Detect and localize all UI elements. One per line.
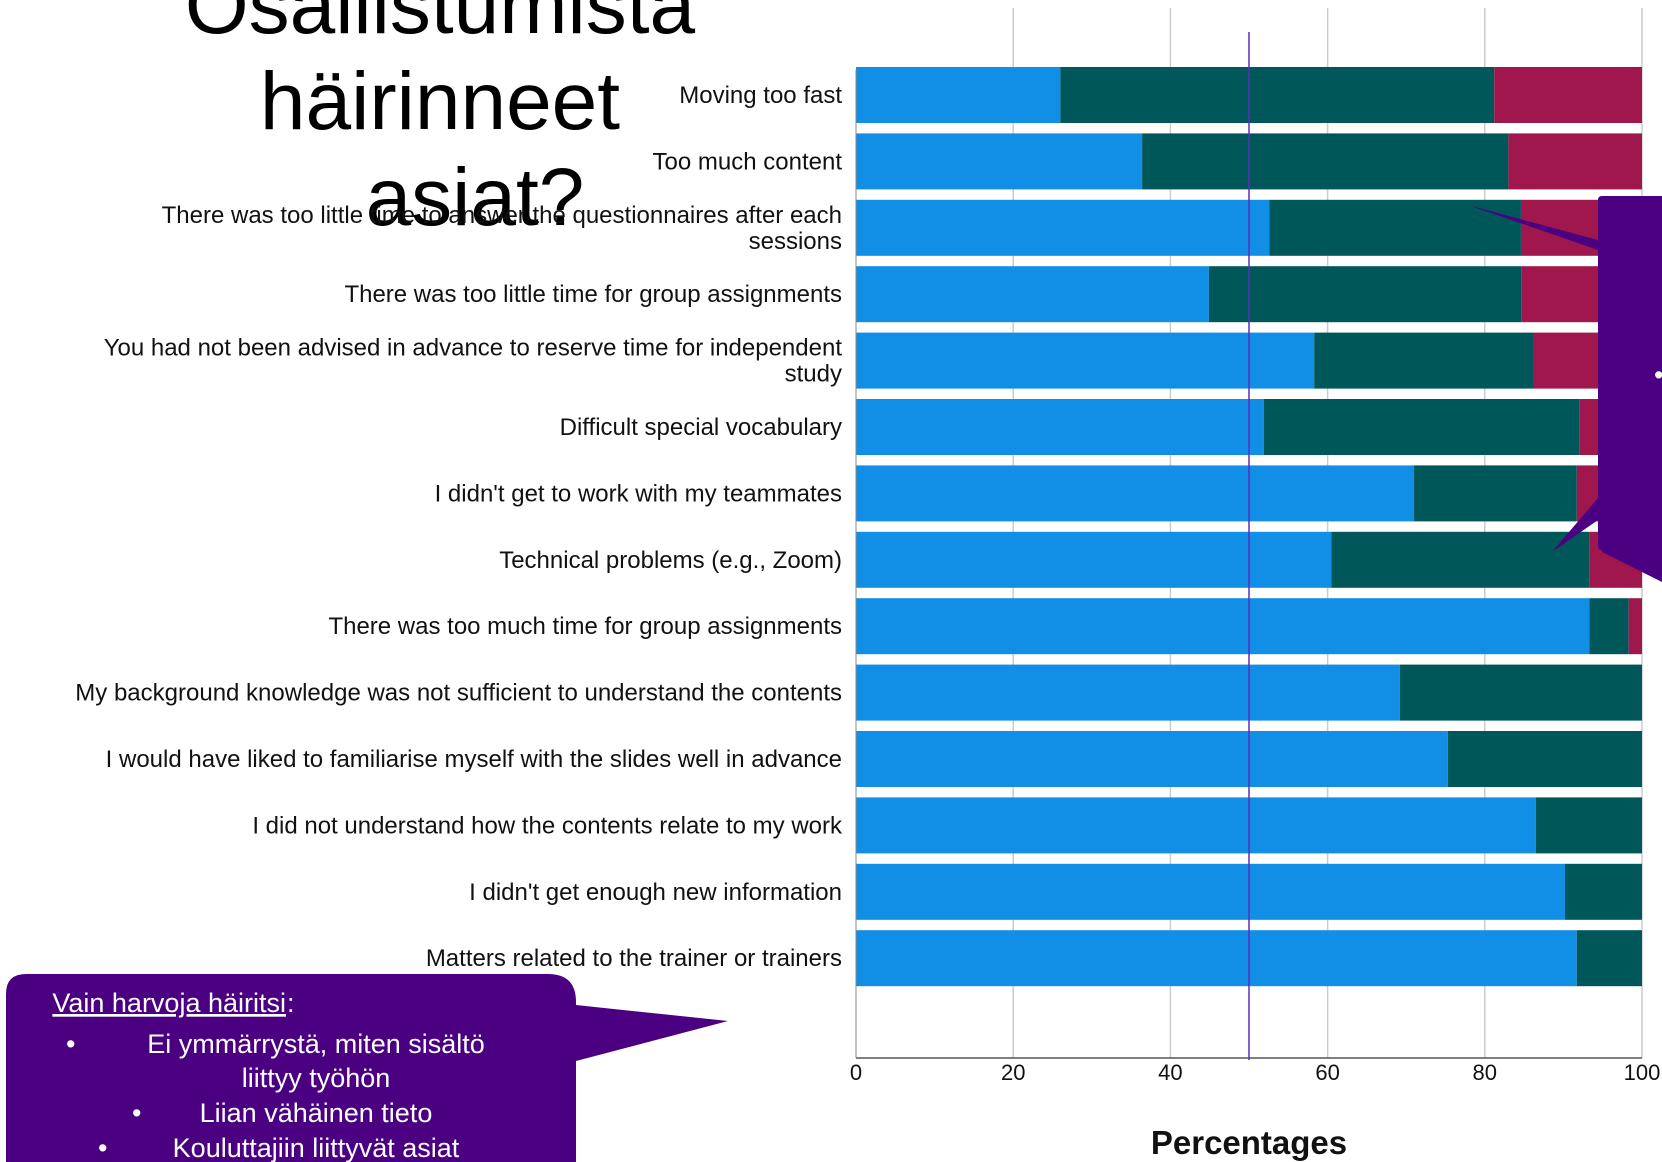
category-label: There was too little time to answer the … [162, 202, 842, 229]
callout-left-list: • Ei ymmärrystä, miten sisältö liittyy työ… [66, 1029, 485, 1162]
category-label: sessions [749, 228, 842, 255]
bar-segment [1314, 332, 1534, 389]
category-label: I would have liked to familiarise myself… [106, 746, 842, 773]
callout-left-item-text: liittyy työhön [242, 1063, 391, 1093]
bar-segment [856, 133, 1143, 190]
category-label: study [785, 361, 842, 388]
callout-left: Vain harvoja häiritsi : • Ei ymmärrystä, … [6, 974, 728, 1162]
callout-left-item-text: Ei ymmärrystä, miten sisältö [147, 1029, 485, 1059]
slide-title: Osallistumista häirinneet asiat? [0, 0, 880, 246]
bar-segment [856, 266, 1209, 323]
bar-segment [1447, 731, 1642, 787]
category-label: I didn't get enough new information [469, 879, 842, 906]
bar-segment [1142, 133, 1509, 190]
bar-segment [1331, 531, 1590, 588]
category-label: You had not been advised in advance to r… [104, 335, 843, 362]
callout-right-bullet: • [1654, 360, 1662, 390]
category-label: Too much content [653, 148, 843, 175]
bar-segment [856, 465, 1415, 522]
callout-left-item-text: Liian vähäinen tieto [200, 1098, 433, 1128]
callout-left-heading-colon: : [287, 988, 295, 1018]
x-tick-label: 80 [1473, 1060, 1497, 1085]
category-label: Moving too fast [679, 82, 842, 109]
bar-segment [1564, 863, 1642, 920]
category-label: There was too much time for group assign… [328, 613, 842, 640]
x-tick-label: 0 [850, 1060, 862, 1085]
bars [856, 67, 1642, 987]
category-label: Technical problems (e.g., Zoom) [499, 547, 842, 574]
bar-segment [1508, 133, 1642, 190]
x-tick-label: 20 [1001, 1060, 1025, 1085]
slide-title-line-1: Osallistumista häirinneet [184, 0, 696, 147]
bar-segment [856, 332, 1315, 389]
callout-right-bubble [1468, 196, 1662, 582]
bar-segment [1060, 67, 1495, 123]
category-label: My background knowledge was not sufficie… [75, 680, 842, 707]
callout-left-bullet: • [132, 1098, 141, 1128]
x-tick-label: 100 [1624, 1060, 1661, 1085]
bar-segment [1263, 399, 1580, 455]
bar-segment [1414, 465, 1577, 522]
bar-segment [856, 930, 1577, 987]
bar-segment [856, 199, 1270, 256]
bar-segment [1269, 199, 1521, 256]
bar-segment [1208, 266, 1522, 323]
x-tick-label: 60 [1315, 1060, 1339, 1085]
category-label: I didn't get to work with my teammates [435, 480, 842, 507]
bar-segment [1576, 930, 1642, 987]
callout-left-bullet: • [66, 1029, 75, 1059]
bar-segment [1628, 598, 1642, 655]
callout-left-bubble [6, 974, 728, 1162]
category-label: There was too little time for group assi… [344, 281, 842, 308]
category-labels: Moving too fast Too much content There was… [75, 82, 843, 972]
callout-left-item-text: Kouluttajiin liittyvät asiat [173, 1133, 460, 1162]
bar-segment [1589, 598, 1629, 655]
category-label: Difficult special vocabulary [560, 414, 842, 441]
slide-title-line-2: asiat? [365, 152, 585, 243]
bar-segment [1535, 797, 1642, 854]
bar-segment [856, 863, 1565, 920]
category-label: Matters related to the trainer or traine… [426, 945, 842, 972]
bar-segment [856, 531, 1332, 588]
bar-segment [856, 67, 1061, 123]
bar-segment [856, 399, 1264, 455]
bar-segment [856, 664, 1400, 721]
bar-segment [856, 797, 1536, 854]
category-label: I did not understand how the contents re… [252, 812, 843, 839]
bar-segment [856, 598, 1590, 655]
bar-segment [1399, 664, 1642, 721]
bar-segment [1494, 67, 1642, 123]
callout-left-heading: Vain harvoja häiritsi [52, 988, 286, 1018]
callout-right: • [1468, 196, 1662, 582]
x-axis-title: Percentages [1151, 1124, 1347, 1161]
callout-left-bullet: • [98, 1133, 107, 1162]
bar-segment [856, 731, 1448, 787]
x-tick-labels: 0 20 40 60 80 100 [850, 1060, 1660, 1085]
x-tick-label: 40 [1158, 1060, 1182, 1085]
